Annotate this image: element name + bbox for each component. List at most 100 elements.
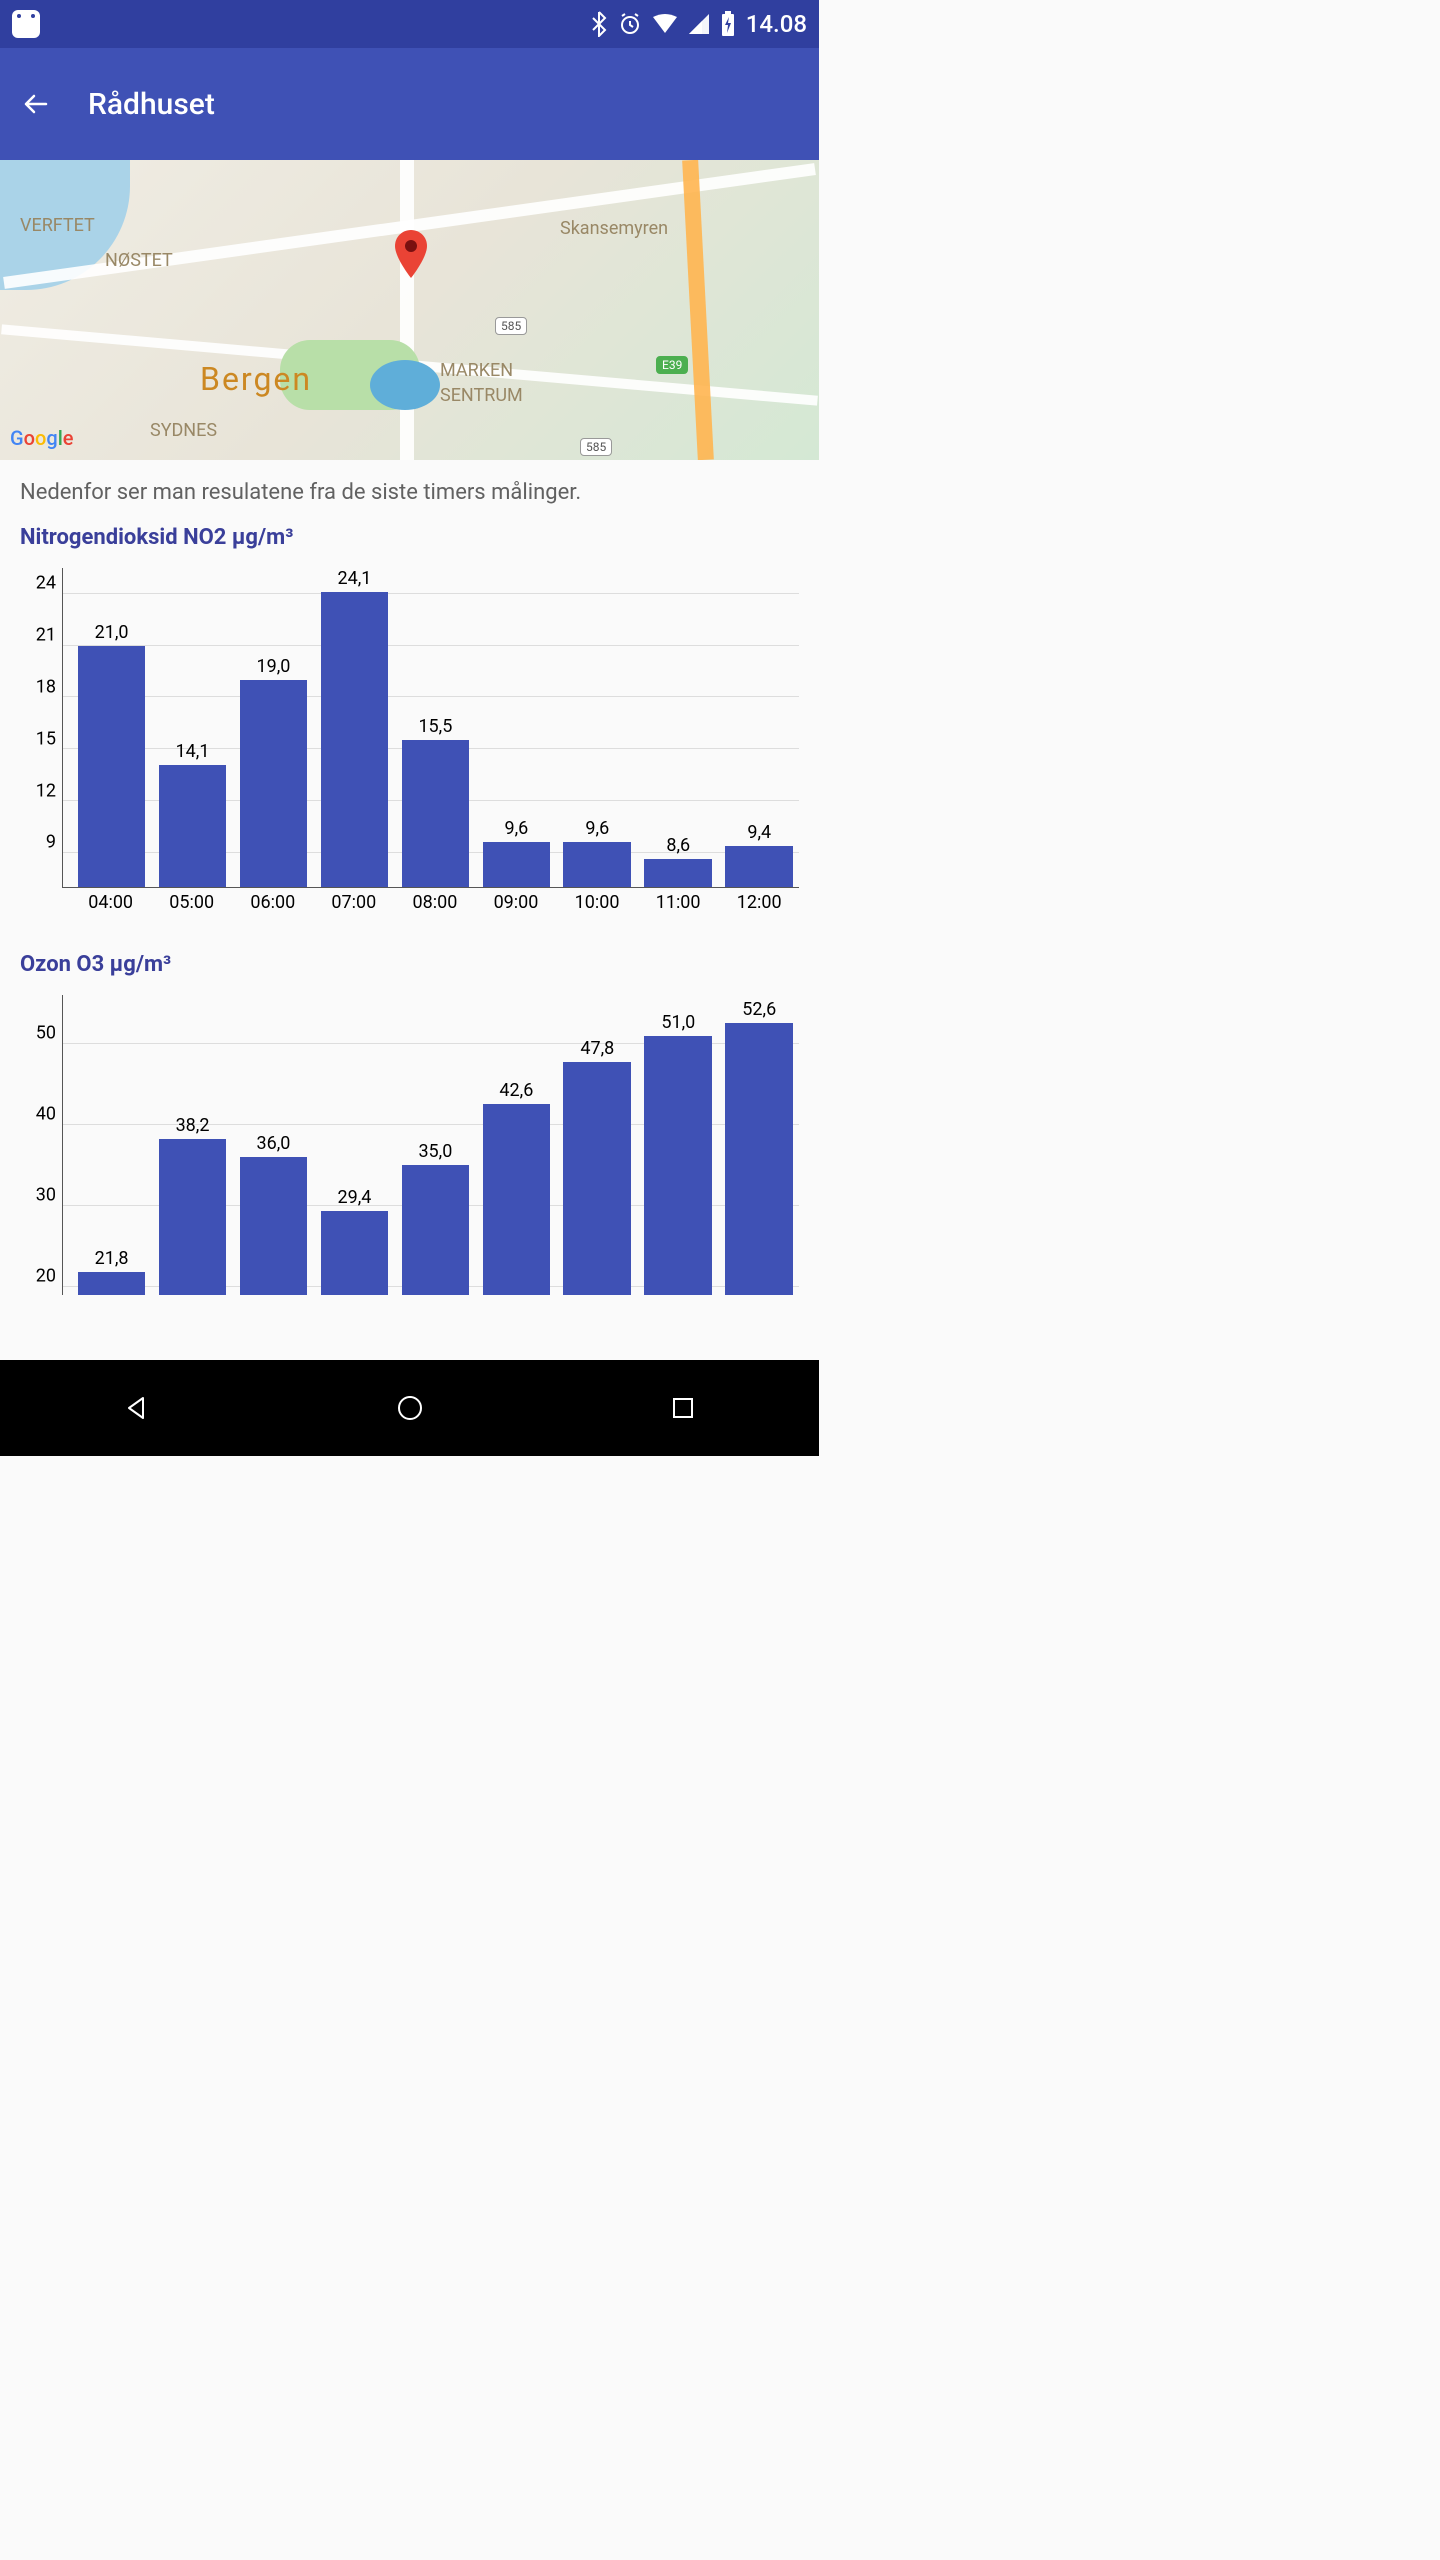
y-axis-label: 15	[20, 728, 56, 749]
chart-title-o3: Ozon O3 µg/m³	[20, 952, 799, 977]
map-lake	[370, 360, 440, 410]
bar-value-label: 9,4	[747, 822, 771, 843]
chart-bar: 21,0	[78, 646, 146, 887]
back-button[interactable]	[20, 88, 52, 120]
bar-value-label: 38,2	[176, 1115, 210, 1136]
bar-value-label: 47,8	[580, 1038, 614, 1059]
chart-title-no2: Nitrogendioksid NO2 µg/m³	[20, 525, 799, 550]
road-badge: 585	[580, 438, 612, 456]
y-axis-label: 9	[20, 832, 56, 853]
cellular-icon	[688, 13, 710, 35]
bar-value-label: 21,8	[95, 1248, 129, 1269]
bar-value-label: 52,6	[742, 999, 776, 1020]
status-bar: 14.08	[0, 0, 819, 48]
chart-bar: 9,4	[725, 846, 793, 887]
x-axis-label: 10:00	[575, 892, 620, 913]
bar-value-label: 42,6	[499, 1080, 533, 1101]
chart-bar: 35,0	[402, 1165, 470, 1295]
status-right: 14.08	[590, 10, 807, 38]
x-axis-label: 05:00	[169, 892, 214, 913]
y-axis-label: 12	[20, 780, 56, 801]
o3-chart: 21,838,236,029,435,042,647,851,052,6 203…	[20, 995, 799, 1335]
x-axis-label: 08:00	[413, 892, 458, 913]
chart-bar: 47,8	[563, 1062, 631, 1296]
road-badge: 585	[495, 317, 527, 335]
square-recent-icon	[670, 1395, 696, 1421]
battery-charging-icon	[720, 11, 736, 37]
map[interactable]: Bergen VERFTET NØSTET Skansemyren MARKEN…	[0, 160, 819, 460]
wifi-icon	[652, 13, 678, 35]
chart-bar: 9,6	[483, 842, 551, 887]
y-axis-label: 18	[20, 676, 56, 697]
chart-bar: 36,0	[240, 1157, 308, 1295]
y-axis-label: 20	[20, 1265, 56, 1286]
chart-bar: 14,1	[159, 765, 227, 887]
bar-value-label: 29,4	[337, 1187, 371, 1208]
alarm-icon	[618, 12, 642, 36]
map-area-label: SYDNES	[150, 420, 217, 441]
bar-value-label: 19,0	[257, 656, 291, 677]
nav-home-button[interactable]	[390, 1388, 430, 1428]
bar-value-label: 35,0	[418, 1141, 452, 1162]
x-axis-label: 12:00	[737, 892, 782, 913]
y-axis-label: 30	[20, 1184, 56, 1205]
map-area-label: SENTRUM	[440, 385, 523, 406]
map-road	[400, 160, 414, 460]
bar-value-label: 21,0	[95, 622, 129, 643]
chart-bar: 52,6	[725, 1023, 793, 1295]
bar-value-label: 8,6	[666, 835, 690, 856]
x-axis-label: 09:00	[494, 892, 539, 913]
chart-bar: 21,8	[78, 1272, 146, 1295]
map-area-label: VERFTET	[20, 215, 95, 236]
notification-app-icon	[12, 10, 40, 38]
map-highway	[682, 160, 714, 460]
road-badge: E39	[656, 356, 688, 374]
chart-bar: 51,0	[644, 1036, 712, 1295]
google-logo: Google	[10, 426, 74, 450]
bar-value-label: 15,5	[418, 716, 452, 737]
y-axis-label: 40	[20, 1103, 56, 1124]
map-city-label: Bergen	[200, 360, 312, 398]
content: Nedenfor ser man resulatene fra de siste…	[0, 460, 819, 1379]
nav-recent-button[interactable]	[663, 1388, 703, 1428]
chart-bar: 29,4	[321, 1211, 389, 1295]
bar-value-label: 9,6	[585, 818, 609, 839]
y-axis-label: 24	[20, 572, 56, 593]
chart-bar: 19,0	[240, 680, 308, 887]
bar-value-label: 9,6	[504, 818, 528, 839]
chart-plot: 21,014,119,024,115,59,69,68,69,4	[62, 568, 799, 888]
status-left	[12, 10, 40, 38]
results-subtitle: Nedenfor ser man resulatene fra de siste…	[20, 480, 799, 505]
navigation-bar	[0, 1360, 819, 1456]
bar-value-label: 24,1	[337, 568, 371, 589]
circle-home-icon	[396, 1394, 424, 1422]
y-axis-label: 21	[20, 624, 56, 645]
map-area-label: MARKEN	[440, 360, 513, 381]
map-area-label: Skansemyren	[560, 218, 668, 239]
page-title: Rådhuset	[88, 87, 215, 122]
x-axis-label: 06:00	[250, 892, 295, 913]
bar-value-label: 51,0	[661, 1012, 695, 1033]
map-area-label: NØSTET	[105, 250, 173, 271]
bluetooth-icon	[590, 11, 608, 37]
status-time: 14.08	[746, 10, 807, 38]
no2-chart: 21,014,119,024,115,59,69,68,69,4 9121518…	[20, 568, 799, 928]
bar-value-label: 14,1	[176, 741, 210, 762]
app-bar: Rådhuset	[0, 48, 819, 160]
triangle-back-icon	[123, 1394, 151, 1422]
chart-bar: 15,5	[402, 740, 470, 887]
chart-bar: 42,6	[483, 1104, 551, 1295]
x-axis-label: 07:00	[331, 892, 376, 913]
chart-bar: 9,6	[563, 842, 631, 887]
chart-bar: 8,6	[644, 859, 712, 887]
chart-bar: 38,2	[159, 1139, 227, 1295]
nav-back-button[interactable]	[117, 1388, 157, 1428]
arrow-back-icon	[20, 88, 52, 120]
x-axis-label: 04:00	[88, 892, 133, 913]
location-pin-icon	[395, 230, 427, 278]
x-axis-label: 11:00	[656, 892, 701, 913]
y-axis-label: 50	[20, 1022, 56, 1043]
bar-value-label: 36,0	[257, 1133, 291, 1154]
chart-bar: 24,1	[321, 592, 389, 887]
chart-plot: 21,838,236,029,435,042,647,851,052,6	[62, 995, 799, 1295]
